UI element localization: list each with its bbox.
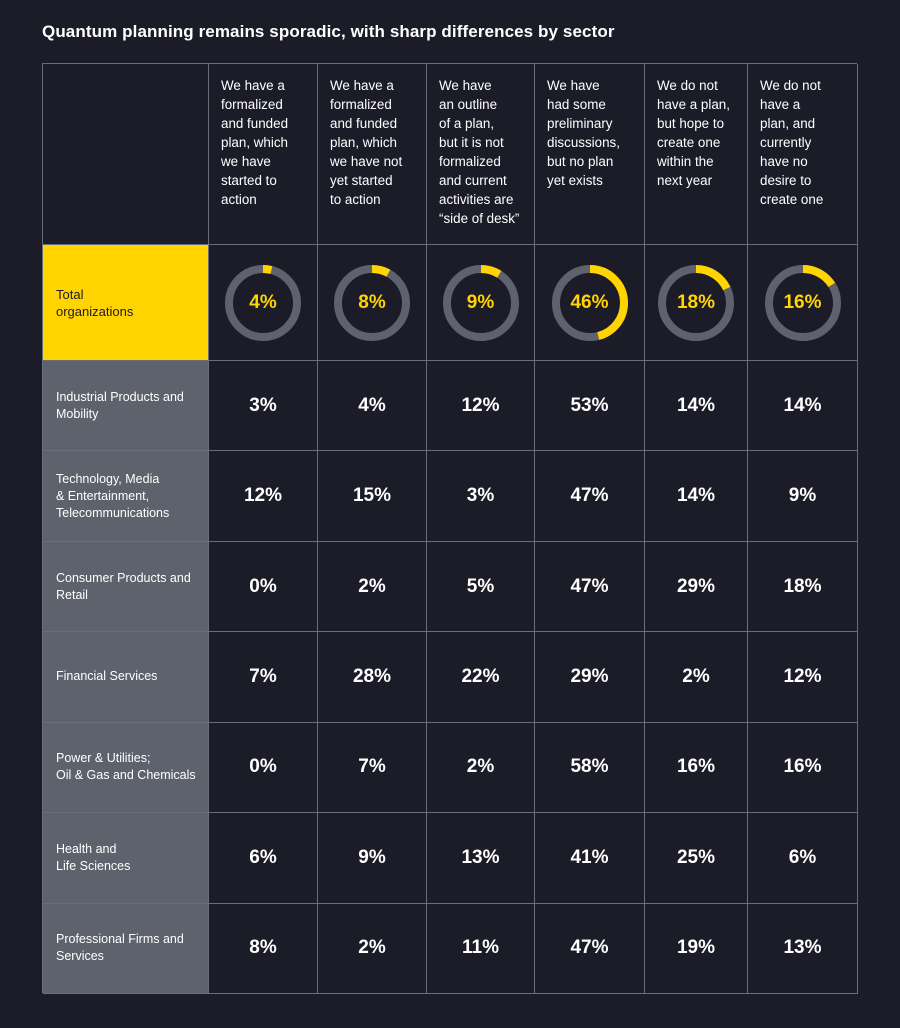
donut-value-arc	[334, 264, 410, 341]
table-cell: 7%	[318, 722, 427, 814]
table-cell: 14%	[645, 361, 748, 452]
chart-title: Quantum planning remains sporadic, with …	[42, 22, 615, 41]
table-cell: 2%	[318, 541, 427, 633]
donut-label: 46%	[570, 291, 609, 313]
donut-ring	[442, 264, 519, 341]
total-donut-cell: 8%	[318, 245, 427, 361]
table-cell: 29%	[535, 632, 645, 723]
donut-value-arc	[658, 264, 734, 341]
table-cell: 47%	[535, 903, 645, 994]
donut-value-arc	[225, 264, 301, 341]
table-cell: 2%	[645, 632, 748, 723]
total-donut-cell: 16%	[748, 245, 858, 361]
table-cell: 6%	[748, 813, 858, 904]
table-cell: 58%	[535, 722, 645, 814]
donut-chart: 16%	[763, 263, 843, 343]
table-cell: 6%	[209, 813, 318, 904]
table-cell: 7%	[209, 632, 318, 723]
table-cell: 53%	[535, 361, 645, 452]
donut-ring	[658, 264, 734, 341]
table-cell: 12%	[427, 361, 535, 452]
sector-label: Industrial Products and Mobility	[43, 361, 209, 452]
table-cell: 41%	[535, 813, 645, 904]
table-cell: 14%	[748, 361, 858, 452]
table-cell: 15%	[318, 451, 427, 542]
table-cell: 3%	[209, 361, 318, 452]
column-header: We have an outline of a plan, but it is …	[427, 64, 535, 245]
donut-label: 8%	[358, 291, 386, 313]
table-cell: 25%	[645, 813, 748, 904]
sector-label: Consumer Products and Retail	[43, 541, 209, 633]
donut-label: 18%	[676, 291, 716, 313]
table-cell: 0%	[209, 722, 318, 814]
table-cell: 13%	[427, 813, 535, 904]
donut-value-arc	[442, 264, 519, 341]
table-cell: 13%	[748, 903, 858, 994]
donut-ring	[764, 264, 841, 341]
total-donut-cell: 46%	[535, 245, 645, 361]
table-cell: 47%	[535, 451, 645, 542]
table-cell: 14%	[645, 451, 748, 542]
table-cell: 19%	[645, 903, 748, 994]
donut-chart: 18%	[656, 263, 736, 343]
donut-ring	[225, 264, 301, 341]
table-cell: 11%	[427, 903, 535, 994]
table-cell: 3%	[427, 451, 535, 542]
donut-label: 9%	[466, 291, 495, 313]
donut-value-arc	[764, 264, 841, 341]
total-donut-cell: 4%	[209, 245, 318, 361]
table-cell: 29%	[645, 541, 748, 633]
column-header: We do not have a plan, but hope to creat…	[645, 64, 748, 245]
table-cell: 8%	[209, 903, 318, 994]
table-cell: 28%	[318, 632, 427, 723]
donut-chart: 46%	[550, 263, 630, 343]
table-cell: 9%	[748, 451, 858, 542]
table-cell: 12%	[748, 632, 858, 723]
column-header: We have had some preliminary discussions…	[535, 64, 645, 245]
column-header: We have a formalized and funded plan, wh…	[318, 64, 427, 245]
table-cell: 9%	[318, 813, 427, 904]
sector-label: Technology, Media & Entertainment, Telec…	[43, 451, 209, 542]
table-cell: 22%	[427, 632, 535, 723]
table-cell: 16%	[645, 722, 748, 814]
total-row-label: Total organizations	[43, 245, 209, 361]
sector-label: Financial Services	[43, 632, 209, 723]
table-cell: 47%	[535, 541, 645, 633]
table-cell: 5%	[427, 541, 535, 633]
donut-label: 16%	[783, 291, 822, 313]
table-cell: 4%	[318, 361, 427, 452]
sector-label: Power & Utilities; Oil & Gas and Chemica…	[43, 722, 209, 814]
table-cell: 18%	[748, 541, 858, 633]
donut-ring	[334, 264, 410, 341]
donut-value-arc	[551, 264, 628, 341]
column-header: We do not have a plan, and currently hav…	[748, 64, 858, 245]
donut-chart: 9%	[441, 263, 521, 343]
total-donut-cell: 18%	[645, 245, 748, 361]
table-cell: 12%	[209, 451, 318, 542]
donut-label: 4%	[249, 291, 277, 313]
table-cell: 2%	[318, 903, 427, 994]
donut-ring	[551, 264, 628, 341]
table-cell: 16%	[748, 722, 858, 814]
donut-chart: 8%	[332, 263, 412, 343]
table-cell: 2%	[427, 722, 535, 814]
table-cell: 0%	[209, 541, 318, 633]
sector-label: Professional Firms and Services	[43, 903, 209, 994]
sector-label: Health and Life Sciences	[43, 813, 209, 904]
total-donut-cell: 9%	[427, 245, 535, 361]
column-header: We have a formalized and funded plan, wh…	[209, 64, 318, 245]
corner-cell	[43, 64, 209, 245]
data-table: We have a formalized and funded plan, wh…	[42, 63, 858, 994]
donut-chart: 4%	[223, 263, 303, 343]
